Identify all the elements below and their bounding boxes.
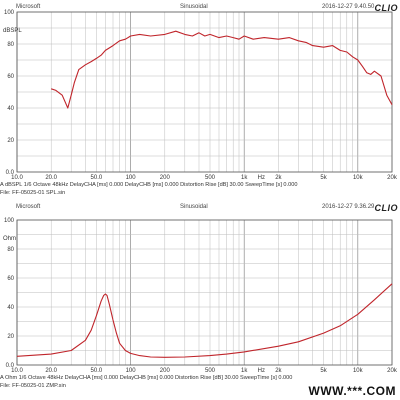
x-tick-label: 100 xyxy=(126,175,137,181)
spl-plot: 0.0 20 40 60 80 100 10.0 20.0 50.0 100 200 500 1k 2k 5… xyxy=(4,10,398,181)
plot-frame xyxy=(16,11,393,173)
x-tick-label: 2k xyxy=(275,368,282,374)
series-line xyxy=(51,30,393,109)
impedance-chart: Microsoft Sinusoidal 2016-12-27 9.36.29 … xyxy=(0,200,400,400)
clio-logo: CLIO xyxy=(374,203,398,213)
y-unit-label: Ohm xyxy=(3,236,17,242)
x-tick-label: 10k xyxy=(353,368,364,374)
x-tick-label: 1k xyxy=(241,368,248,374)
header-timestamp: 2016-12-27 9.40.50 xyxy=(322,4,375,10)
y-unit-label: dBSPL xyxy=(3,28,22,34)
y-tick-label: 0.0 xyxy=(6,170,15,176)
header-left: Microsoft xyxy=(16,4,41,10)
x-tick-label: 1k xyxy=(241,175,248,181)
plot-frame xyxy=(16,219,393,366)
x-tick-label: 200 xyxy=(160,175,171,181)
y-tick-label: 60 xyxy=(7,74,14,80)
x-unit-label: Hz xyxy=(258,175,265,181)
header-center: Sinusoidal xyxy=(180,4,208,10)
y-tick-label: 80 xyxy=(7,247,14,253)
y-tick-label: 100 xyxy=(4,218,15,224)
x-tick-label: 5k xyxy=(320,368,327,374)
settings-footer: A Ohm 1/6 Octave 48kHz DelayCHA [ms] 0.0… xyxy=(0,375,293,381)
x-tick-label: 10.0 xyxy=(11,175,23,181)
x-tick-label: 20k xyxy=(387,368,398,374)
y-tick-label: 40 xyxy=(7,106,14,112)
x-tick-label: 500 xyxy=(205,175,216,181)
file-label: File: FF-05025-01 SPL.sin xyxy=(0,190,66,196)
x-tick-label: 50.0 xyxy=(91,368,103,374)
y-tick-label: 80 xyxy=(7,42,14,48)
x-tick-label: 10.0 xyxy=(11,368,23,374)
x-tick-label: 2k xyxy=(275,175,282,181)
settings-footer: A dBSPL 1/6 Octave 48kHz DelayCHA [ms] 0… xyxy=(0,182,298,188)
x-tick-label: 200 xyxy=(160,368,171,374)
x-tick-label: 500 xyxy=(205,368,216,374)
impedance-plot: 0.0 20 40 60 80 100 10.0 20.0 50.0 100 200 500 1k 2k 5… xyxy=(4,218,398,374)
x-tick-label: 10k xyxy=(353,175,364,181)
clio-logo: CLIO xyxy=(374,3,398,13)
y-tick-label: 60 xyxy=(7,276,14,282)
y-tick-label: 20 xyxy=(7,334,14,340)
series-line xyxy=(16,283,393,358)
x-tick-label: 100 xyxy=(126,368,137,374)
file-label: File: FF-05025-01 ZMP.sin xyxy=(0,383,66,389)
x-tick-label: 20k xyxy=(387,175,398,181)
y-tick-label: 100 xyxy=(4,10,15,16)
x-tick-label: 20.0 xyxy=(45,175,57,181)
y-tick-label: 0.0 xyxy=(6,363,15,369)
x-tick-label: 50.0 xyxy=(91,175,103,181)
x-unit-label: Hz xyxy=(258,368,265,374)
watermark: WWW.***.COM xyxy=(306,384,398,398)
y-tick-label: 40 xyxy=(7,305,14,311)
y-tick-label: 20 xyxy=(7,138,14,144)
spl-chart: Microsoft Sinusoidal 2016-12-27 9.40.50 … xyxy=(0,3,398,196)
header-center: Sinusoidal xyxy=(180,204,208,210)
header-left: Microsoft xyxy=(16,204,41,210)
x-tick-label: 20.0 xyxy=(45,368,57,374)
x-tick-label: 5k xyxy=(320,175,327,181)
header-timestamp: 2016-12-27 9.36.29 xyxy=(322,204,375,210)
